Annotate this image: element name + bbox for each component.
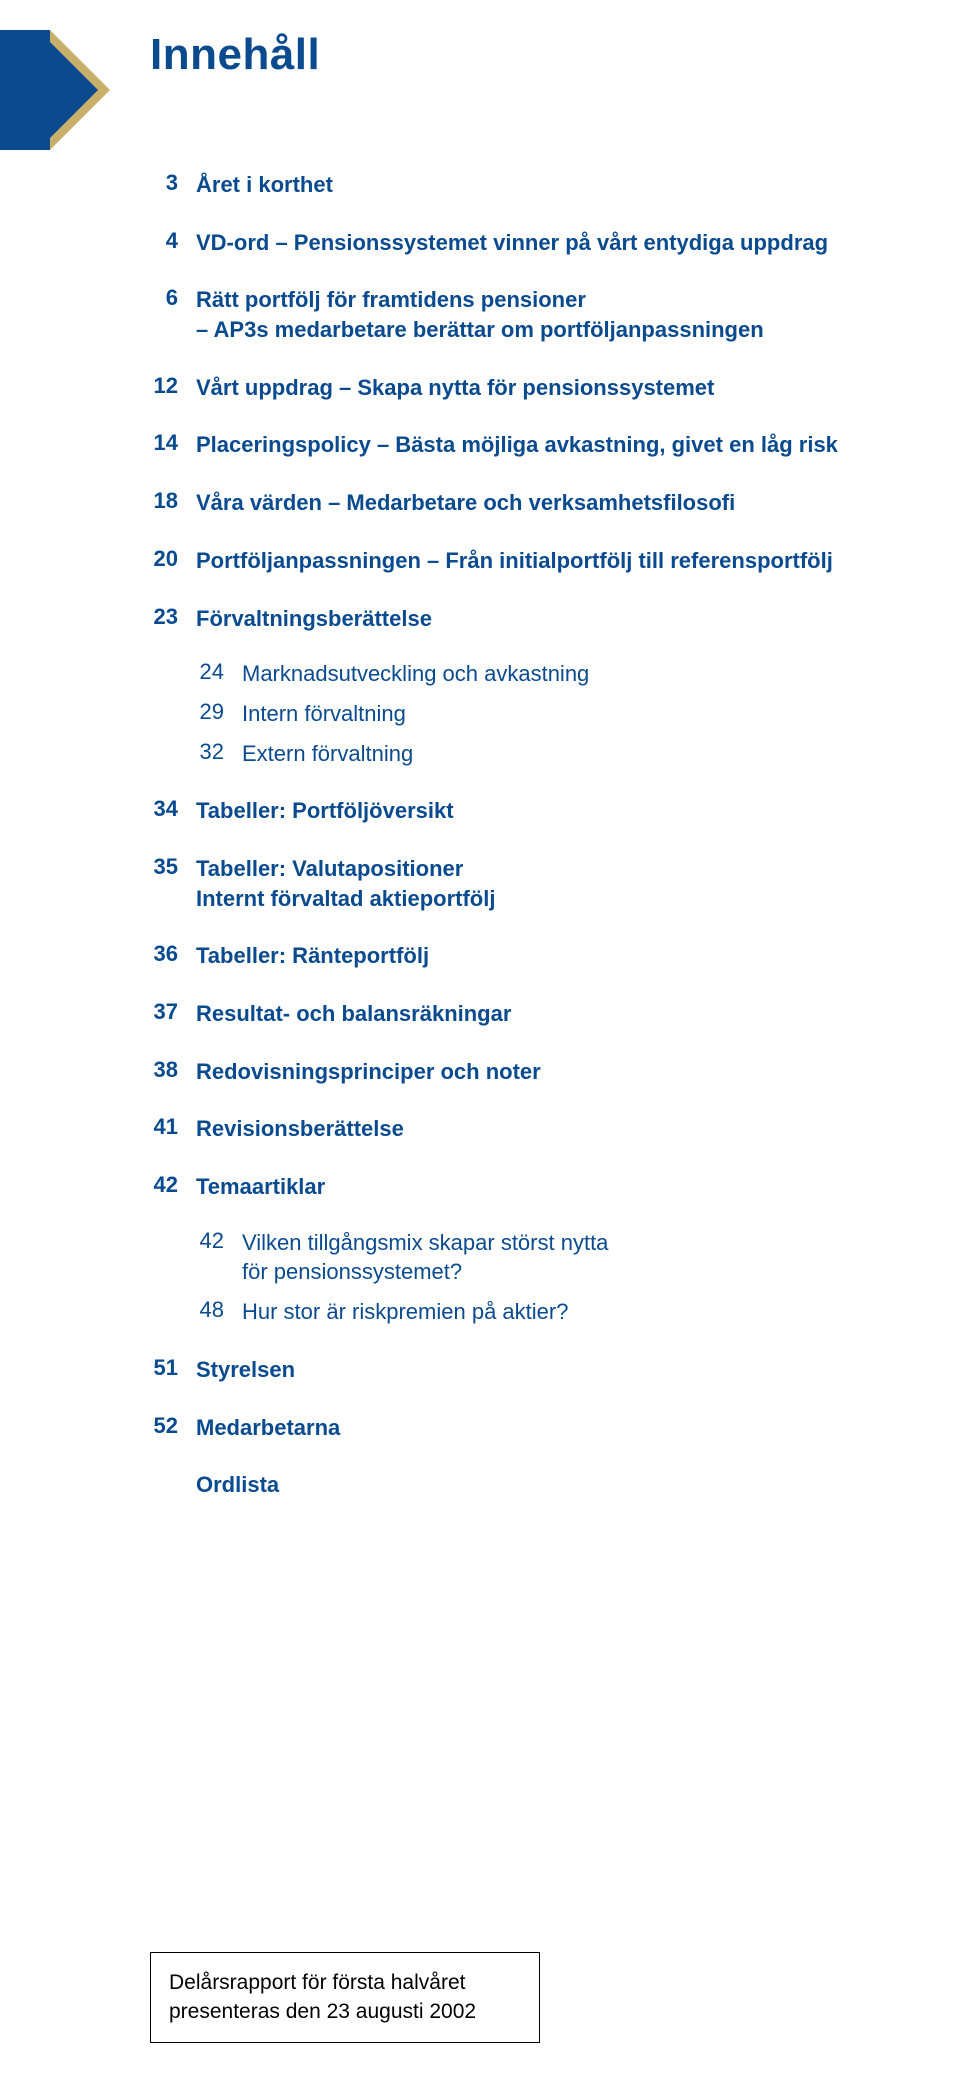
toc-page-num: 35	[150, 854, 196, 913]
toc-page-num: 23	[150, 604, 196, 634]
page-title: Innehåll	[150, 30, 870, 80]
footer-note-line: Delårsrapport för första halvåret	[169, 1969, 521, 1997]
toc-item: 34 Tabeller: Portföljöversikt	[150, 796, 870, 826]
toc-page-num: 52	[150, 1413, 196, 1443]
toc-nested-num: 32	[196, 739, 242, 769]
toc-page-num: 41	[150, 1114, 196, 1144]
toc-label: Året i korthet	[196, 170, 333, 200]
marker-triangle-inner	[50, 42, 98, 138]
toc-item: 4 VD-ord – Pensionssystemet vinner på vå…	[150, 228, 870, 258]
toc-label: VD-ord – Pensionssystemet vinner på vårt…	[196, 228, 828, 258]
toc-nested-label: Extern förvaltning	[242, 739, 413, 769]
toc-label: Förvaltningsberättelse	[196, 604, 432, 634]
toc-nested-label-sub: för pensionssystemet?	[242, 1257, 608, 1287]
toc-nested-num: 24	[196, 659, 242, 689]
toc-page-num: 20	[150, 546, 196, 576]
toc-label-main: Rätt portfölj för framtidens pensioner	[196, 287, 586, 312]
toc-nested-label: Vilken tillgångsmix skapar störst nytta …	[242, 1228, 608, 1287]
toc-label: Vårt uppdrag – Skapa nytta för pensionss…	[196, 373, 714, 403]
toc-item: 20 Portföljanpassningen – Från initialpo…	[150, 546, 870, 576]
toc-label: Tabeller: Valutapositioner Internt förva…	[196, 854, 495, 913]
toc-page-num: 36	[150, 941, 196, 971]
toc-page-num	[150, 1470, 196, 1500]
toc-page-num: 12	[150, 373, 196, 403]
toc-label-sub: – AP3s medarbetare berättar om portfölja…	[196, 315, 764, 345]
toc-nested-item: 32 Extern förvaltning	[196, 739, 870, 769]
toc-label-sub: Internt förvaltad aktieportfölj	[196, 884, 495, 914]
toc-label: Ordlista	[196, 1470, 279, 1500]
toc-label: Portföljanpassningen – Från initialportf…	[196, 546, 833, 576]
toc-item: 52 Medarbetarna	[150, 1413, 870, 1443]
toc-item: 3 Året i korthet	[150, 170, 870, 200]
toc-page-num: 18	[150, 488, 196, 518]
toc-nested-num: 42	[196, 1228, 242, 1287]
toc-nested-list: 42 Vilken tillgångsmix skapar störst nyt…	[196, 1228, 870, 1327]
toc-item: 6 Rätt portfölj för framtidens pensioner…	[150, 285, 870, 344]
toc-item: Ordlista	[150, 1470, 870, 1500]
toc-nested-label: Hur stor är riskpremien på aktier?	[242, 1297, 568, 1327]
toc-page-num: 6	[150, 285, 196, 344]
toc-nested-label-main: Vilken tillgångsmix skapar störst nytta	[242, 1228, 608, 1258]
toc-label: Medarbetarna	[196, 1413, 340, 1443]
toc-nested-item: 29 Intern förvaltning	[196, 699, 870, 729]
toc-page-num: 34	[150, 796, 196, 826]
toc-item: 41 Revisionsberättelse	[150, 1114, 870, 1144]
toc-label: Styrelsen	[196, 1355, 295, 1385]
toc-item: 23 Förvaltningsberättelse 24 Marknadsutv…	[150, 604, 870, 769]
toc-nested-num: 48	[196, 1297, 242, 1327]
toc-label: Våra värden – Medarbetare och verksamhet…	[196, 488, 735, 518]
toc-nested-item: 48 Hur stor är riskpremien på aktier?	[196, 1297, 870, 1327]
table-of-contents: 3 Året i korthet 4 VD-ord – Pensionssyst…	[150, 170, 870, 1500]
toc-item: 14 Placeringspolicy – Bästa möjliga avka…	[150, 430, 870, 460]
toc-page-num: 4	[150, 228, 196, 258]
toc-item: 51 Styrelsen	[150, 1355, 870, 1385]
toc-item: 12 Vårt uppdrag – Skapa nytta för pensio…	[150, 373, 870, 403]
toc-nested-list: 24 Marknadsutveckling och avkastning 29 …	[196, 659, 870, 768]
toc-nested-label: Intern förvaltning	[242, 699, 406, 729]
toc-label: Placeringspolicy – Bästa möjliga avkastn…	[196, 430, 838, 460]
toc-item: 18 Våra värden – Medarbetare och verksam…	[150, 488, 870, 518]
toc-label: Resultat- och balansräkningar	[196, 999, 511, 1029]
toc-page-num: 42	[150, 1172, 196, 1202]
toc-page-num: 14	[150, 430, 196, 460]
toc-page-num: 37	[150, 999, 196, 1029]
toc-item: 36 Tabeller: Ränteportfölj	[150, 941, 870, 971]
toc-label: Rätt portfölj för framtidens pensioner –…	[196, 285, 764, 344]
footer-note-box: Delårsrapport för första halvåret presen…	[150, 1952, 540, 2043]
toc-nested-num: 29	[196, 699, 242, 729]
toc-page-num: 51	[150, 1355, 196, 1385]
marker-square	[0, 30, 50, 150]
toc-label: Redovisningsprinciper och noter	[196, 1057, 541, 1087]
toc-label: Tabeller: Portföljöversikt	[196, 796, 454, 826]
toc-nested-item: 24 Marknadsutveckling och avkastning	[196, 659, 870, 689]
toc-item: 35 Tabeller: Valutapositioner Internt fö…	[150, 854, 870, 913]
toc-label: Temaartiklar	[196, 1172, 325, 1202]
page-content: Innehåll 3 Året i korthet 4 VD-ord – Pen…	[150, 30, 870, 1528]
toc-page-num: 38	[150, 1057, 196, 1087]
toc-item: 38 Redovisningsprinciper och noter	[150, 1057, 870, 1087]
footer-note-line: presenteras den 23 augusti 2002	[169, 1998, 521, 2026]
toc-label-main: Tabeller: Valutapositioner	[196, 856, 463, 881]
toc-label: Revisionsberättelse	[196, 1114, 404, 1144]
toc-page-num: 3	[150, 170, 196, 200]
toc-item: 37 Resultat- och balansräkningar	[150, 999, 870, 1029]
toc-item: 42 Temaartiklar 42 Vilken tillgångsmix s…	[150, 1172, 870, 1327]
toc-nested-label: Marknadsutveckling och avkastning	[242, 659, 589, 689]
toc-nested-item: 42 Vilken tillgångsmix skapar störst nyt…	[196, 1228, 870, 1287]
toc-label: Tabeller: Ränteportfölj	[196, 941, 429, 971]
